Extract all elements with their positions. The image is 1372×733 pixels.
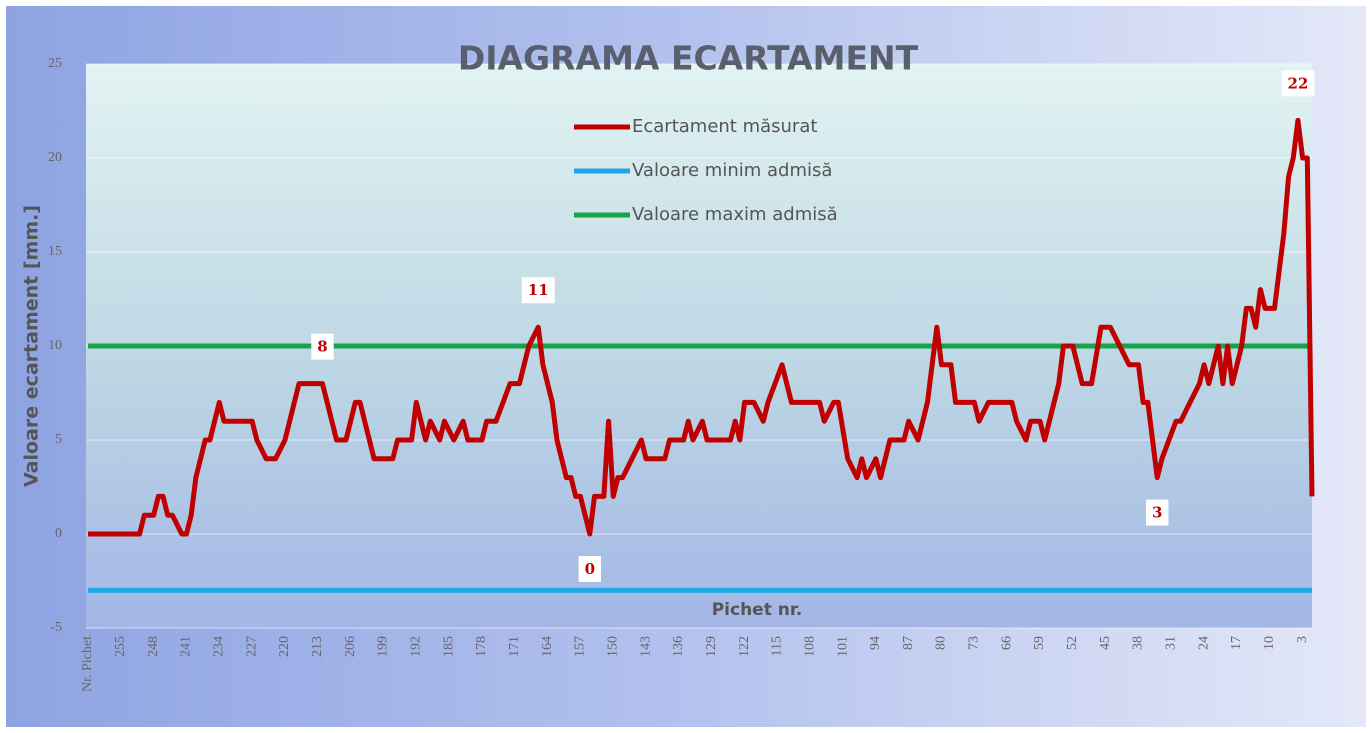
x-tick-label: 52 — [1065, 636, 1080, 650]
data-label-box — [578, 556, 602, 582]
x-tick-label: 38 — [1131, 636, 1146, 650]
x-tick-label: 3 — [1295, 636, 1310, 643]
x-tick-label: 66 — [999, 636, 1014, 650]
data-label: 3 — [1152, 504, 1162, 522]
x-tick-label: 234 — [212, 636, 227, 657]
x-tick-label: 227 — [244, 636, 259, 657]
y-tick-label: 10 — [48, 338, 62, 353]
data-label: 22 — [1287, 74, 1308, 92]
x-tick-label: 178 — [474, 636, 489, 657]
x-tick-label: Nr. Pichet — [80, 636, 95, 692]
x-tick-label: 164 — [540, 636, 555, 657]
x-tick-label: 129 — [704, 636, 719, 657]
x-tick-label: 185 — [441, 636, 456, 657]
y-tick-label: 15 — [48, 244, 62, 259]
x-tick-label: 136 — [671, 636, 686, 657]
x-tick-label: 206 — [343, 636, 358, 657]
x-tick-label: 157 — [573, 636, 588, 657]
x-tick-label: 143 — [638, 636, 653, 657]
y-tick-label: 25 — [48, 56, 62, 71]
legend-label: Valoare minim admisă — [632, 160, 832, 181]
x-tick-label: 199 — [376, 636, 391, 657]
x-tick-label: 17 — [1229, 636, 1244, 650]
data-label-box — [311, 333, 334, 360]
x-tick-label: 31 — [1164, 636, 1179, 650]
x-tick-label: 73 — [967, 636, 982, 650]
x-tick-label: 255 — [113, 636, 128, 657]
x-tick-label: 87 — [901, 636, 916, 650]
legend-label: Ecartament măsurat — [632, 116, 817, 137]
y-axis-title: Valoare ecartament [mm.] — [21, 205, 43, 487]
data-label: 8 — [317, 338, 327, 356]
legend-label: Valoare maxim admisă — [632, 204, 838, 225]
x-tick-label: 213 — [310, 636, 325, 657]
x-tick-label: 248 — [146, 636, 161, 657]
y-tick-label: -5 — [50, 620, 62, 635]
x-tick-label: 101 — [835, 636, 850, 657]
x-tick-label: 108 — [802, 636, 817, 657]
chart-title: DIAGRAMA ECARTAMENT — [458, 39, 919, 78]
data-label-box — [1146, 499, 1169, 526]
x-tick-label: 171 — [507, 636, 522, 657]
x-tick-label: 115 — [770, 636, 785, 656]
x-tick-label: 80 — [934, 636, 949, 650]
data-label-box — [1281, 70, 1315, 97]
x-tick-label: 59 — [1032, 636, 1047, 650]
series-line — [88, 117, 1315, 537]
x-tick-label: 45 — [1098, 636, 1113, 650]
x-tick-label: 94 — [868, 636, 883, 650]
x-axis-title: Pichet nr. — [712, 600, 803, 620]
x-tick-label: 24 — [1196, 636, 1211, 650]
y-tick-label: 0 — [55, 526, 62, 541]
x-tick-label: 122 — [737, 636, 752, 657]
data-label-box — [521, 277, 555, 304]
x-tick-label: 10 — [1262, 636, 1277, 650]
x-tick-label: 192 — [408, 636, 423, 657]
y-tick-label: 5 — [55, 432, 62, 447]
x-tick-label: 241 — [179, 636, 194, 657]
x-tick-label: 220 — [277, 636, 292, 657]
data-label: 11 — [528, 281, 549, 299]
x-tick-label: 150 — [605, 636, 620, 657]
y-tick-label: 20 — [48, 150, 62, 165]
data-label: 0 — [585, 560, 595, 578]
